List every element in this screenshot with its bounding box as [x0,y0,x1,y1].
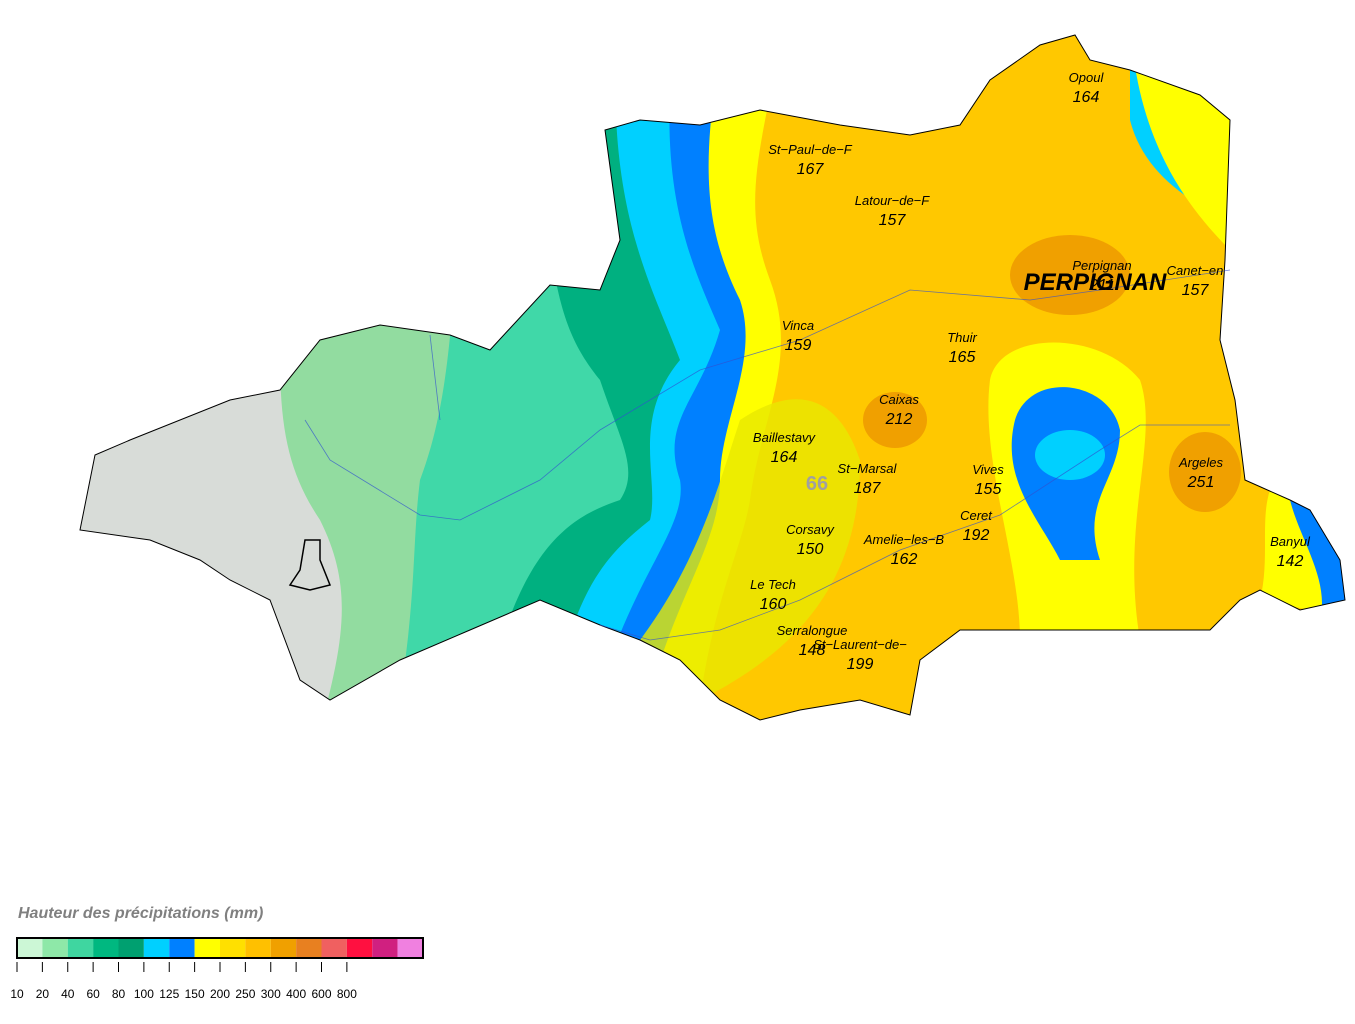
station-name: Thuir [947,330,977,345]
station-name: St−Paul−de−F [768,142,853,157]
legend-tick-label: 800 [337,987,357,1001]
legend-tick-label: 200 [210,987,230,1001]
legend-swatch [397,938,423,958]
legend-swatch [118,938,144,958]
department-number: 66 [806,473,828,495]
legend-swatch [270,938,297,958]
legend-tick-label: 20 [36,987,50,1001]
station-name: Vinca [782,318,814,333]
station-name: Argeles [1178,455,1224,470]
legend-swatch [93,938,119,958]
station-name: Corsavy [786,522,835,537]
legend-tick-label: 80 [112,987,126,1001]
station-value: 199 [847,656,874,673]
legend-swatch [143,938,170,958]
rivers [304,269,1231,641]
station-value: 159 [785,337,812,354]
andorra-border [288,539,332,591]
station-value: 211 [1088,277,1115,294]
legend-frame [16,937,424,959]
station-name: Opoul [1069,70,1105,85]
legend-tick-label: 150 [185,987,205,1001]
station-value: 157 [879,212,907,229]
legend-swatch [17,938,43,958]
station-name: Amelie−les−B [863,532,945,547]
station-name: Baillestavy [753,430,817,445]
station-name: St−Marsal [838,461,898,476]
station-value: 150 [797,541,824,558]
legend-swatch [220,938,246,958]
station-value: 165 [949,349,976,366]
station-value: 148 [799,642,826,659]
station-value: 142 [1277,553,1304,570]
station-value: 162 [891,551,918,568]
station-name: St−Laurent−de− [813,637,907,652]
legend-swatch [245,938,271,958]
station-name: Serralongue [777,623,848,638]
station-value: 187 [854,480,882,497]
station-name: Latour−de−F [855,193,931,208]
station-value: 212 [885,411,913,428]
legend-tick-label: 60 [86,987,100,1001]
legend-tick-label: 125 [159,987,179,1001]
station-value: 251 [1187,474,1215,491]
legend-swatch [321,938,347,958]
legend: 10 20 40 60 80 100 125 150 200 250 300 400 600 800 [10,937,424,1001]
station-value: 192 [963,527,990,544]
legend-swatch [346,938,373,958]
legend-swatch [372,938,398,958]
station-value: 155 [975,481,1002,498]
precip-field [80,35,1345,720]
station-value: 164 [1073,89,1100,106]
station-name: Banyul [1270,534,1311,549]
station-name: Canet−en [1167,263,1224,278]
legend-title: Hauteur des précipitations (mm) [18,905,263,922]
station-name: Vives [972,462,1004,477]
station-name: Ceret [960,508,993,523]
station-value: 160 [760,596,787,613]
city-label: PERPIGNAN [1024,269,1167,296]
station-value: 167 [797,161,825,178]
legend-tick-label: 600 [311,987,331,1001]
legend-swatch [42,938,68,958]
station-name: Perpignan [1072,258,1131,273]
legend-tick-label: 400 [286,987,306,1001]
legend-tick-label: 100 [134,987,154,1001]
legend-swatch [296,938,322,958]
legend-swatch [194,938,220,958]
legend-tick-label: 300 [261,987,281,1001]
station-name: Caixas [879,392,919,407]
legend-swatch [67,938,94,958]
legend-swatch [169,938,195,958]
stations: Opoul 164 St−Paul−de−F 167 Latour−de−F 157 Per… [750,70,1311,673]
station-name: Le Tech [750,577,796,592]
legend-tick-label: 40 [61,987,75,1001]
station-value: 157 [1182,282,1210,299]
department-border [79,34,1346,721]
station-value: 164 [771,449,798,466]
legend-tick-label: 250 [235,987,255,1001]
legend-tick-label: 10 [10,987,24,1001]
